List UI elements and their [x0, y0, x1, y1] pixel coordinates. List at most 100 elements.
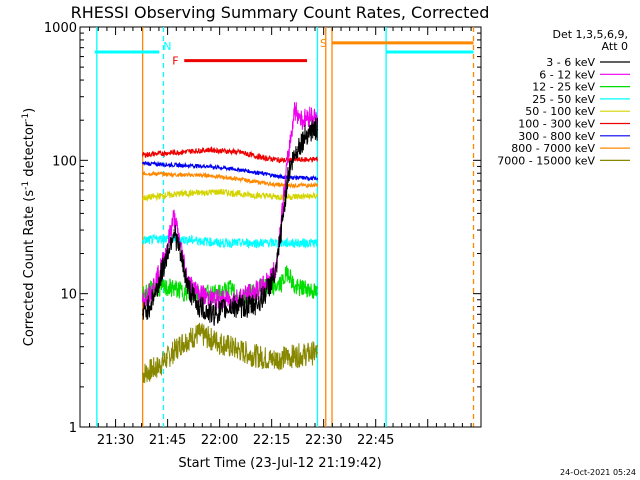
data-point-7-4 [260, 182, 262, 184]
data-point-0-1 [148, 305, 150, 308]
legend-header: Att 0 [602, 40, 628, 53]
data-point-2-2 [173, 287, 175, 289]
data-point-3-1 [167, 237, 169, 239]
data-point-8-0 [142, 373, 144, 375]
y-tick-label: 1 [69, 421, 77, 436]
data-point-4-1 [177, 193, 179, 195]
data-point-0-13 [287, 172, 289, 174]
data-point-0-0 [142, 313, 144, 315]
x-tick-label: 21:30 [97, 433, 134, 448]
series-line-7 [142, 170, 318, 189]
chart-title: RHESSI Observing Summary Count Rates, Co… [71, 3, 490, 22]
data-point-8-10 [316, 352, 319, 354]
data-point-0-12 [275, 273, 277, 275]
data-point-5-5 [281, 159, 283, 161]
legend-entry-label: 7000 - 15000 keV [497, 154, 595, 167]
data-point-1-16 [310, 114, 312, 116]
data-point-1-10 [250, 293, 252, 295]
data-point-6-1 [177, 164, 179, 166]
legend-entry-label: 300 - 800 keV [518, 130, 595, 143]
data-point-8-5 [212, 339, 214, 341]
data-point-5-2 [208, 149, 210, 151]
data-point-5-3 [239, 151, 242, 153]
data-point-5-4 [260, 156, 262, 159]
series-line-8 [142, 322, 318, 384]
data-point-7-2 [208, 174, 210, 177]
data-point-8-3 [181, 341, 183, 344]
data-point-0-14 [296, 149, 298, 151]
legend-entry-label: 50 - 100 keV [525, 105, 595, 118]
data-point-6-4 [260, 172, 262, 174]
data-point-4-4 [281, 196, 283, 198]
legend-entry-label: 25 - 50 keV [532, 93, 595, 106]
data-point-0-8 [212, 313, 214, 315]
data-point-1-2 [156, 277, 158, 280]
data-point-0-4 [173, 229, 175, 231]
status-label-N: N [163, 40, 171, 53]
timestamp: 24-Oct-2021 05:24 [560, 468, 636, 477]
data-point-7-1 [177, 174, 179, 176]
y-axis-label: Corrected Count Rate (s-1 detector-1) [21, 108, 37, 346]
data-point-1-14 [293, 109, 296, 111]
data-point-0-5 [179, 252, 181, 255]
data-point-5-0 [142, 154, 144, 156]
data-point-8-9 [291, 355, 294, 357]
x-axis-label: Start Time (23-Jul-12 21:19:42) [178, 456, 381, 471]
data-point-6-2 [208, 165, 210, 168]
legend-entry-label: 12 - 25 keV [532, 81, 595, 94]
data-point-0-6 [187, 287, 190, 289]
data-point-1-7 [198, 293, 200, 295]
series-line-0 [142, 117, 318, 326]
data-point-0-7 [198, 305, 200, 308]
data-point-1-1 [148, 293, 150, 295]
data-point-8-4 [198, 333, 200, 335]
data-point-4-3 [250, 194, 252, 196]
legend-entry-label: 3 - 6 keV [546, 56, 595, 69]
data-point-1-8 [212, 299, 214, 301]
data-point-8-8 [271, 359, 273, 361]
data-point-4-2 [219, 191, 221, 193]
data-point-2-15 [316, 293, 319, 295]
data-point-3-3 [219, 242, 221, 244]
data-point-8-2 [167, 357, 169, 359]
data-point-7-6 [316, 184, 319, 186]
data-point-0-3 [164, 259, 167, 261]
x-tick-label: 22:00 [201, 433, 238, 448]
data-point-8-1 [156, 366, 158, 368]
data-point-2-13 [293, 287, 296, 289]
data-point-1-13 [287, 154, 289, 156]
data-point-2-12 [287, 269, 289, 271]
x-tick-label: 22:30 [305, 433, 342, 448]
x-tick-label: 22:45 [357, 433, 394, 448]
data-point-3-6 [316, 242, 319, 244]
data-layer [94, 27, 475, 427]
data-point-0-10 [250, 305, 252, 308]
data-point-7-0 [142, 172, 144, 174]
data-point-0-2 [156, 287, 158, 289]
data-point-1-15 [302, 119, 304, 121]
data-point-6-0 [142, 162, 144, 164]
data-point-5-1 [177, 151, 179, 153]
x-tick-label: 21:45 [149, 433, 186, 448]
status-label-S: S [320, 37, 327, 50]
data-point-1-0 [142, 299, 144, 301]
data-point-8-7 [250, 353, 252, 356]
data-point-0-16 [312, 129, 314, 131]
data-point-3-5 [281, 242, 283, 244]
plot-area: NF S 1 10 100 1000 21:30 21:45 22:00 22:15 22:30 22… [44, 21, 482, 448]
data-point-6-6 [316, 177, 319, 180]
data-point-6-5 [281, 176, 283, 178]
data-point-0-17 [316, 129, 319, 131]
series-line-4 [142, 188, 318, 202]
data-point-7-3 [239, 178, 242, 180]
data-point-2-14 [306, 287, 308, 289]
data-point-4-5 [316, 195, 319, 197]
series-line-1 [142, 102, 318, 311]
data-point-3-0 [142, 240, 144, 242]
legend-entry-label: 800 - 7000 keV [511, 142, 595, 155]
data-point-0-11 [260, 299, 262, 301]
legend-entry-label: 100 - 300 keV [518, 118, 595, 131]
status-label-F: F [172, 55, 178, 68]
